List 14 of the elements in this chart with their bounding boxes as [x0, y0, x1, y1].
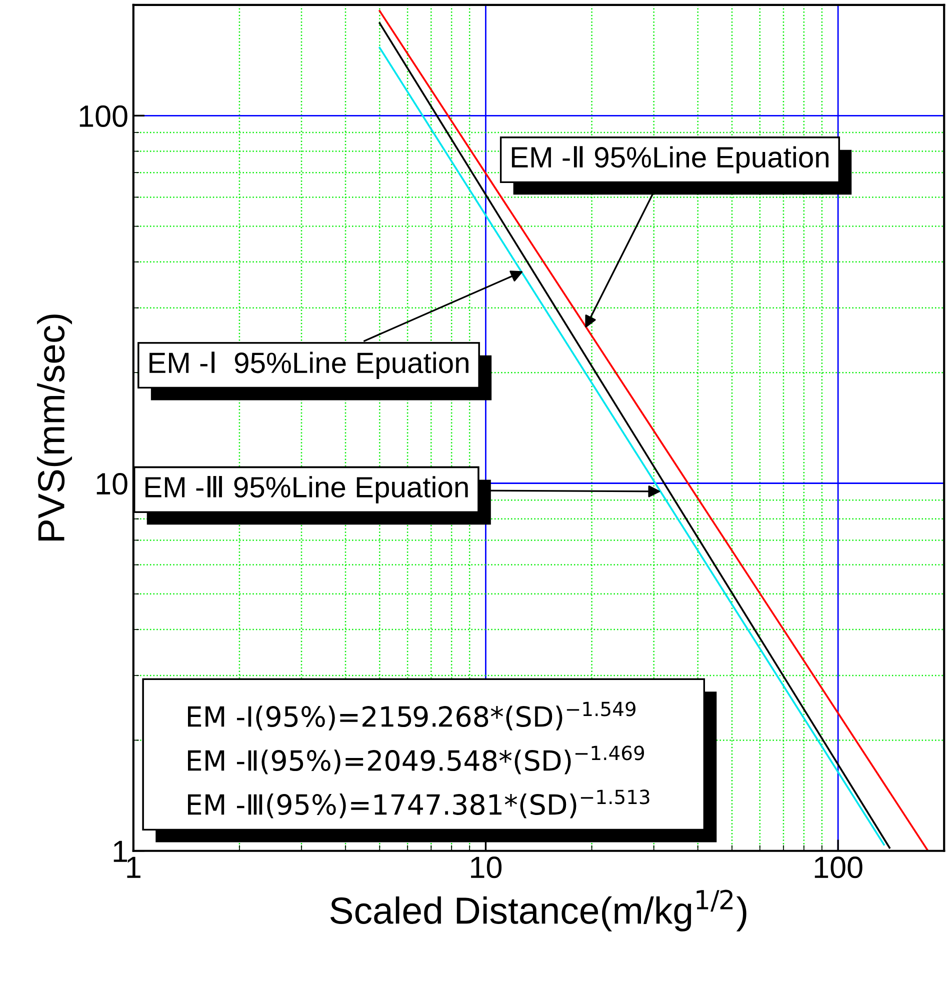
annotation: EM -Ⅲ(95%)=1747.381*(SD)$^{−1.513}$ — [188, 790, 650, 818]
annotation: EM -Ⅰ 95%Line Epuation — [150, 352, 468, 379]
y-tick-label: 10 — [96, 472, 128, 495]
y-tick-label: 1 — [114, 840, 128, 862]
annotation: EM -Ⅲ 95%Line Epuation — [146, 476, 468, 504]
x-tick-label: 10 — [471, 856, 502, 878]
x-axis-title: Scaled Distance(m/kg$^{1/2}$) — [330, 890, 746, 932]
annotation: EM -Ⅱ(95%)=2049.548*(SD)$^{−1.469}$ — [188, 746, 644, 774]
y-axis-title: PVS(mm/sec) — [37, 314, 72, 540]
x-tick-label: 100 — [814, 856, 862, 878]
annotation: EM -Ⅱ 95%Line Epuation — [512, 146, 828, 174]
y-tick-label: 100 — [80, 105, 128, 128]
x-tick-label: 1 — [127, 856, 140, 878]
annotation: EM -Ⅰ(95%)=2159.268*(SD)$^{−1.549}$ — [188, 702, 636, 730]
